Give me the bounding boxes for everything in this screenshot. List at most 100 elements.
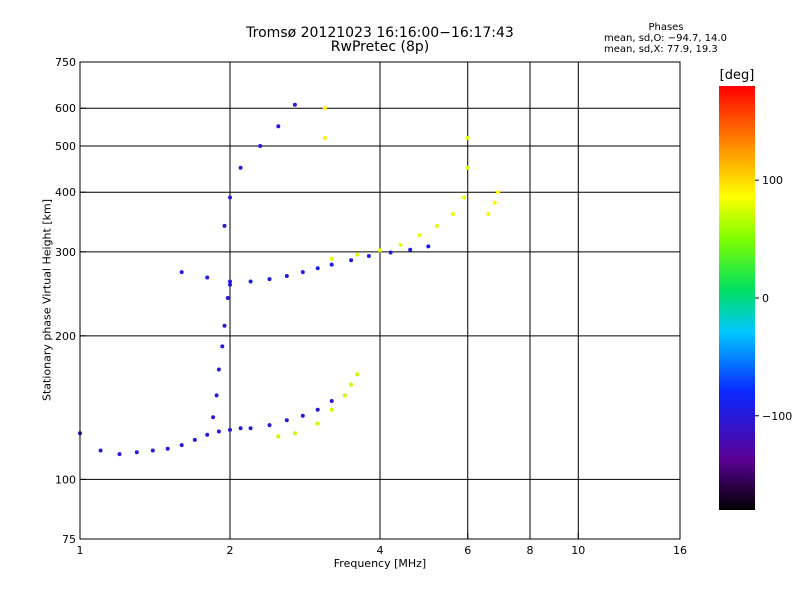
phase-stats: Phases mean, sd,O: −94.7, 14.0 mean, sd,… xyxy=(604,22,728,55)
scatter-point xyxy=(349,258,354,263)
scatter-point xyxy=(205,432,210,437)
scatter-point xyxy=(248,279,253,284)
scatter-point xyxy=(211,415,216,420)
scatter-point xyxy=(267,423,272,428)
colorbar-tick-label: 0 xyxy=(762,292,769,305)
scatter-point xyxy=(98,448,103,453)
scatter-point xyxy=(450,212,455,216)
scatter-point xyxy=(492,200,497,205)
scatter-point xyxy=(329,256,334,261)
x-tick-label: 8 xyxy=(527,544,534,557)
chart-title-line2: RwPretec (8p) xyxy=(330,39,430,55)
scatter-point xyxy=(486,212,491,216)
scatter-point xyxy=(292,102,297,107)
y-tick-label: 500 xyxy=(55,140,76,153)
scatter-point xyxy=(465,165,470,170)
scatter-point xyxy=(220,344,225,349)
scatter-point xyxy=(216,429,221,434)
grid-lines xyxy=(80,62,680,539)
scatter-point xyxy=(426,244,431,249)
scatter-point xyxy=(465,135,470,140)
x-tick-label: 16 xyxy=(673,544,687,557)
scatter-point xyxy=(284,274,289,278)
scatter-point xyxy=(315,266,320,271)
scatter-point xyxy=(322,135,327,140)
scatter-point xyxy=(398,243,403,247)
colorbar-tick-label: −100 xyxy=(762,410,792,423)
scatter-point xyxy=(205,275,210,280)
colorbar-tick-label: 100 xyxy=(762,174,783,187)
scatter-point xyxy=(417,233,422,238)
scatter-point xyxy=(355,372,360,377)
y-tick-label: 750 xyxy=(55,56,76,69)
scatter-point xyxy=(355,252,360,257)
scatter-point xyxy=(300,270,305,275)
scatter-point xyxy=(315,421,320,426)
scatter-point xyxy=(238,426,243,431)
chart-title-line1: Tromsø 20121023 16:16:00−16:17:43 xyxy=(246,25,514,41)
scatter-point xyxy=(248,426,253,431)
y-tick-label: 100 xyxy=(55,473,76,486)
scatter-point xyxy=(216,367,221,372)
scatter-point xyxy=(276,124,281,129)
colorbar-title: [deg] xyxy=(719,68,755,83)
scatter-point xyxy=(222,323,227,328)
scatter-point xyxy=(117,452,122,457)
scatter-point xyxy=(315,407,320,412)
scatter-point xyxy=(228,279,232,284)
x-tick-label: 10 xyxy=(571,544,585,557)
scatter-point xyxy=(267,277,272,282)
scatter-point xyxy=(292,431,297,436)
scatter-point xyxy=(349,382,354,387)
scatter-point xyxy=(225,296,230,300)
y-tick-label: 400 xyxy=(55,186,76,199)
scatter-point xyxy=(366,254,371,258)
scatter-point xyxy=(434,223,439,228)
scatter-point xyxy=(179,443,184,448)
scatter-point xyxy=(388,250,393,255)
scatter-point xyxy=(214,393,219,398)
x-tick-label: 1 xyxy=(77,544,84,557)
scatter-point xyxy=(329,262,334,267)
scatter-point xyxy=(179,270,184,275)
phase-stats-o: mean, sd,O: −94.7, 14.0 xyxy=(604,33,727,44)
x-tick-label: 4 xyxy=(377,544,384,557)
scatter-point xyxy=(228,282,232,287)
scatter-point xyxy=(238,165,243,170)
chart-title: Tromsø 20121023 16:16:00−16:17:43 RwPret… xyxy=(240,26,520,54)
scatter-point xyxy=(408,247,413,252)
scatter-point xyxy=(284,418,289,423)
scatter-point xyxy=(329,399,334,403)
y-tick-label: 300 xyxy=(55,246,76,259)
scatter-point xyxy=(276,434,281,439)
phase-stats-x: mean, sd,X: 77.9, 19.3 xyxy=(604,44,718,55)
colorbar-ticks: 100 0 −100 xyxy=(755,174,792,423)
y-axis-label: Stationary phase Virtual Height [km] xyxy=(40,198,54,402)
axis-ticks: 1 2 4 6 8 10 16 75 100 200 300 400 500 600 750 xyxy=(55,56,687,557)
scatter-point xyxy=(222,223,227,228)
x-axis-label: Frequency [MHz] xyxy=(333,557,427,570)
scatter-points xyxy=(78,102,500,457)
scatter-point xyxy=(165,446,170,451)
x-tick-label: 6 xyxy=(464,544,471,557)
scatter-point xyxy=(462,195,467,200)
scatter-point xyxy=(258,144,263,148)
colorbar xyxy=(719,86,755,510)
scatter-point xyxy=(322,106,327,111)
x-tick-label: 2 xyxy=(227,544,234,557)
y-tick-label: 600 xyxy=(55,102,76,115)
scatter-point xyxy=(300,413,305,418)
scatter-point xyxy=(496,190,500,195)
scatter-point xyxy=(192,437,197,442)
scatter-point xyxy=(228,427,232,432)
scatter-point xyxy=(329,407,334,412)
y-tick-label: 200 xyxy=(55,330,76,343)
scatter-point xyxy=(378,248,382,253)
scatter-point xyxy=(342,393,347,398)
phase-stats-title: Phases xyxy=(648,22,684,33)
scatter-point xyxy=(134,450,139,455)
scatter-point xyxy=(228,195,232,200)
scatter-point xyxy=(150,448,155,453)
y-tick-label: 75 xyxy=(62,533,76,546)
